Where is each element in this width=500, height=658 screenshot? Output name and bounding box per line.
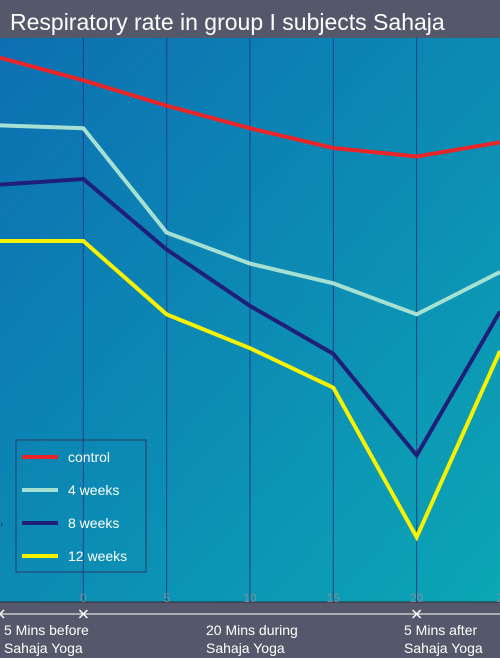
legend-item-control: control (22, 449, 110, 465)
legend-box (15, 439, 147, 573)
x-tick-label: 20 (410, 591, 424, 605)
series-line-8-weeks (0, 176, 500, 459)
x-axis-marker (0, 609, 5, 619)
series-lines (0, 55, 500, 542)
series-line-12-weeks (0, 239, 500, 542)
x-tick-labels: 0 5 10 15 20 2 (80, 591, 500, 605)
clipped-axis-mark: , (0, 514, 3, 528)
legend-item-12-weeks: 12 weeks (22, 548, 127, 564)
x-axis-band (0, 603, 500, 658)
legend-item-4-weeks: 4 weeks (22, 482, 119, 498)
x-phase-label-line2: Sahaja Yoga (206, 640, 285, 656)
x-phase-label-line1: 5 Mins after (404, 622, 477, 638)
x-phase-labels: 5 Mins before Sahaja Yoga 20 Mins during Sa… (4, 622, 483, 656)
legend-label: 4 weeks (68, 482, 119, 498)
x-phase-label-line2: Sahaja Yoga (404, 640, 483, 656)
legend-label: 8 weeks (68, 515, 119, 531)
x-phase-label-line1: 5 Mins before (4, 622, 89, 638)
chart-title: Respiratory rate in group I subjects Sah… (10, 9, 445, 35)
series-line-4-weeks (0, 123, 500, 317)
x-tick-label: 0 (80, 591, 87, 605)
x-phase-label-line1: 20 Mins during (206, 622, 298, 638)
x-tick-label: 10 (243, 591, 257, 605)
x-tick-label: 15 (327, 591, 341, 605)
grid-lines (82, 38, 418, 602)
legend-label: 12 weeks (68, 548, 127, 564)
x-tick-label: 2 (497, 591, 500, 605)
legend: control 4 weeks 8 weeks 12 weeks (15, 439, 147, 573)
series-line-control (0, 55, 500, 159)
x-axis-markers (0, 609, 500, 619)
legend-item-8-weeks: 8 weeks (22, 515, 119, 531)
legend-label: control (68, 449, 110, 465)
x-tick-label: 5 (163, 591, 170, 605)
x-phase-label-line2: Sahaja Yoga (4, 640, 83, 656)
